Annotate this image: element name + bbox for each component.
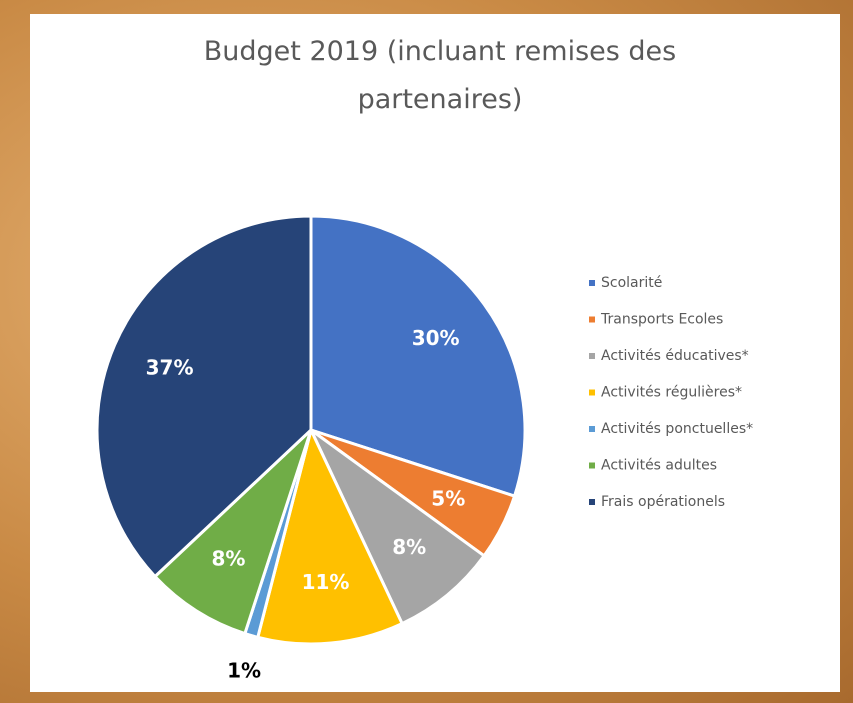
legend-swatch bbox=[589, 426, 595, 432]
legend-label: Scolarité bbox=[601, 275, 662, 291]
legend-swatch bbox=[589, 389, 595, 396]
pie-slice bbox=[309, 214, 527, 499]
data-label: 8% bbox=[211, 547, 245, 571]
pie-slice bbox=[152, 428, 313, 636]
legend-label: Frais opérationels bbox=[601, 494, 725, 510]
data-label: 37% bbox=[146, 355, 194, 379]
pie-slice bbox=[255, 425, 405, 646]
legend-swatch bbox=[589, 280, 595, 286]
legend-swatch bbox=[589, 499, 595, 505]
legend-label: Activités régulières* bbox=[601, 385, 742, 401]
data-label: 8% bbox=[392, 535, 426, 559]
legend-label: Activités éducatives* bbox=[601, 348, 749, 364]
legend-label: Activités ponctuelles* bbox=[601, 421, 753, 437]
data-label: 1% bbox=[227, 659, 261, 683]
legend-label: Transports Ecoles bbox=[600, 312, 723, 328]
data-label: 11% bbox=[302, 570, 350, 594]
legend-swatch bbox=[589, 462, 595, 469]
pie-slice bbox=[309, 428, 487, 626]
data-label: 5% bbox=[431, 486, 465, 510]
legend-swatch bbox=[589, 316, 595, 323]
legend-label: Activités adultes bbox=[601, 458, 717, 474]
data-label: 30% bbox=[412, 326, 460, 350]
pie-slice bbox=[95, 214, 313, 579]
chart-title: Budget 2019 (incluant remises des parten… bbox=[203, 36, 677, 115]
legend-swatch bbox=[589, 353, 595, 359]
